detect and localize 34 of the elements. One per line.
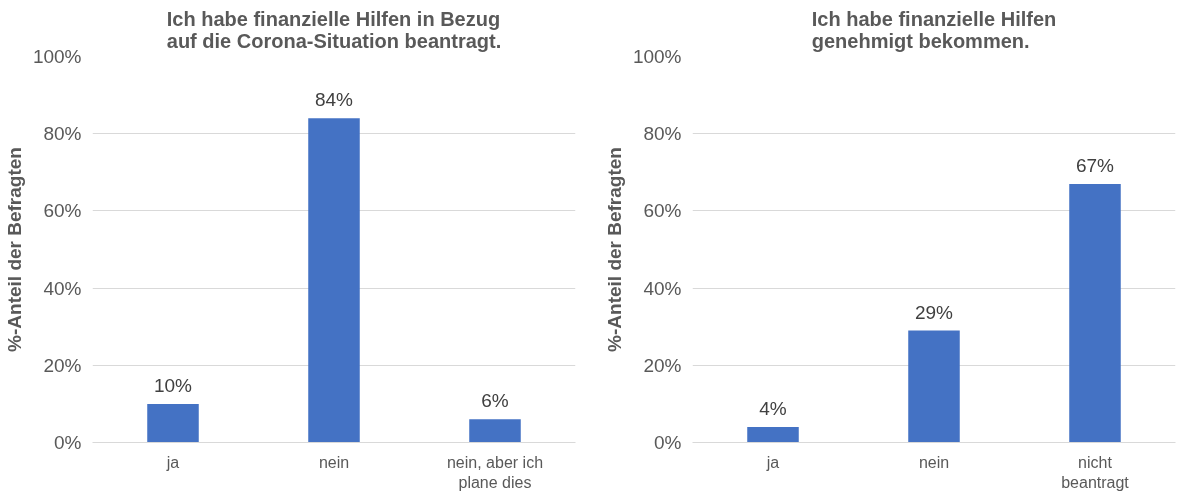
bar [147, 403, 199, 443]
y-axis-title: %-Anteil der Befragten [603, 147, 625, 352]
y-tick-label: 60% [643, 200, 682, 222]
data-label: 29% [914, 301, 954, 323]
x-tick-label: nein [318, 453, 350, 471]
y-tick-label: 100% [32, 46, 82, 67]
y-tick-label: 40% [43, 277, 82, 299]
bar [1069, 183, 1121, 443]
chart-title: Ich habe finanzielle Hilfen in Bezug auf die Corona-Situation beantragt. [166, 7, 502, 52]
y-tick-label: 100% [632, 46, 682, 67]
data-label: 67% [1075, 154, 1115, 176]
chart-title: Ich habe finanzielle Hilfen genehmigt bekommen. [811, 7, 1057, 52]
y-tick-label: 80% [43, 123, 82, 145]
data-label: 4% [759, 398, 787, 420]
data-label: 10% [153, 374, 193, 396]
y-tick-label: 20% [43, 354, 82, 376]
bar [308, 118, 360, 443]
data-label: 84% [314, 89, 354, 111]
x-tick-label: nicht beantragt [1061, 453, 1130, 491]
y-tick-label: 60% [43, 200, 82, 222]
bar [469, 419, 521, 443]
y-tick-label: 40% [643, 277, 682, 299]
y-tick-label: 80% [643, 123, 682, 145]
data-label: 6% [481, 390, 509, 412]
bar [747, 427, 799, 443]
x-tick-label: ja [765, 453, 780, 471]
bar [908, 330, 960, 443]
y-tick-label: 20% [643, 354, 682, 376]
y-tick-label: 0% [654, 432, 682, 453]
x-tick-label: ja [165, 453, 180, 471]
x-tick-label: nein, aber ich plane dies [446, 453, 544, 491]
y-tick-label: 0% [54, 432, 82, 453]
x-tick-label: nein [918, 453, 950, 471]
y-axis-title: %-Anteil der Befragten [3, 147, 25, 352]
